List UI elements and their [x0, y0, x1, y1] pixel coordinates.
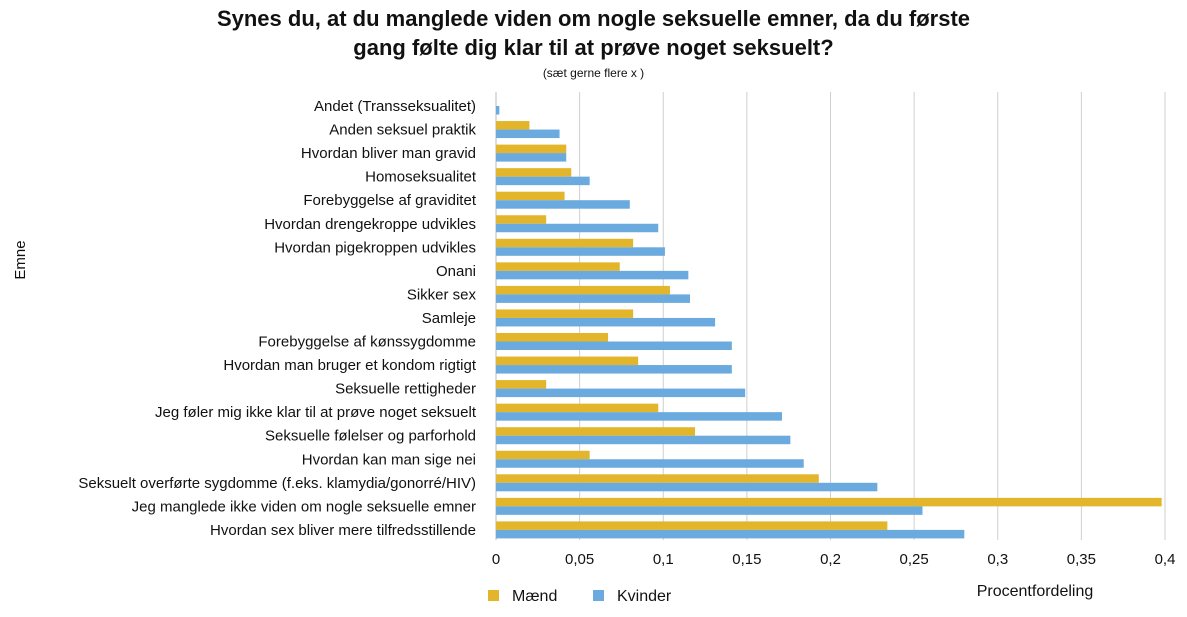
bar-maend [496, 144, 567, 154]
bar-maend [496, 497, 1162, 507]
category-label: Hvordan kan man sige nei [302, 451, 476, 468]
bar-kvinder [496, 153, 567, 162]
category-label: Seksuelt overførte sygdomme (f.eks. klam… [78, 475, 476, 492]
category-label: Hvordan pigekroppen udvikles [274, 239, 476, 256]
bar-maend [496, 191, 565, 201]
bar-maend [496, 474, 819, 483]
x-tick-label: 0,25 [900, 551, 929, 568]
x-tick-label: 0,05 [565, 551, 594, 568]
x-tick-label: 0,4 [1155, 551, 1176, 568]
category-label: Samleje [422, 310, 476, 327]
category-label: Seksuelle følelser og parforhold [265, 428, 476, 445]
bar-kvinder [496, 270, 689, 280]
legend-swatch [593, 590, 604, 601]
bar-kvinder [496, 294, 691, 303]
category-label: Hvordan man bruger et kondom rigtigt [223, 357, 476, 374]
bar-maend [496, 356, 639, 366]
bar-maend [496, 285, 670, 295]
bar-maend [496, 403, 659, 413]
bar-kvinder [496, 482, 878, 492]
category-label: Jeg føler mig ikke klar til at prøve nog… [155, 404, 477, 421]
bar-maend [496, 262, 620, 271]
legend-label: Mænd [512, 588, 557, 605]
category-label: Anden seksuel praktik [329, 122, 476, 139]
category-label: Seksuelle rettigheder [335, 381, 476, 398]
category-labels: Andet (Transseksualitet) Anden seksuel pr… [78, 98, 476, 539]
bar-maend [496, 215, 547, 224]
bar-kvinder [496, 223, 659, 233]
x-tick-labels: 0 0,05 0,1 0,15 0,2 0,25 0,3 0,35 0,4 [492, 551, 1176, 568]
bars [496, 106, 1162, 539]
bar-kvinder [496, 317, 716, 327]
x-axis-label: Procentfordeling [977, 583, 1094, 600]
category-label: Homoseksualitet [365, 169, 477, 186]
category-label: Hvordan drengekroppe udvikles [264, 216, 476, 233]
bar-kvinder [496, 529, 965, 539]
bar-kvinder [496, 176, 590, 186]
bar-kvinder [496, 365, 732, 374]
legend: Mænd Kvinder [488, 588, 672, 605]
bar-kvinder [496, 341, 732, 350]
bar-maend [496, 450, 590, 460]
legend-label: Kvinder [617, 588, 672, 605]
bar-kvinder [496, 459, 804, 468]
chart-title-line-1: Synes du, at du manglede viden om nogle … [216, 6, 971, 31]
bar-kvinder [496, 506, 923, 515]
bar-maend [496, 168, 572, 177]
bar-maend [496, 121, 530, 130]
category-label: Forebyggelse af graviditet [303, 192, 476, 209]
category-label: Hvordan sex bliver mere tilfredsstillend… [210, 522, 476, 539]
bar-kvinder [496, 247, 665, 256]
x-tick-label: 0,1 [653, 551, 674, 568]
y-axis-label: Emne [12, 240, 29, 279]
category-label: Andet (Transseksualitet) [314, 98, 476, 115]
chart-title-line-2: gang følte dig klar til at prøve noget s… [353, 35, 834, 60]
legend-swatch [488, 590, 499, 601]
x-tick-label: 0,2 [820, 551, 841, 568]
bar-maend [496, 333, 609, 342]
x-tick-label: 0 [492, 551, 500, 568]
bar-kvinder [496, 412, 782, 421]
bar-maend [496, 521, 888, 530]
category-label: Onani [436, 263, 476, 280]
bar-kvinder [496, 129, 560, 139]
bar-maend [496, 309, 634, 318]
category-label: Sikker sex [407, 286, 477, 303]
bar-kvinder [496, 200, 630, 209]
bar-kvinder [496, 388, 746, 398]
x-tick-label: 0,3 [987, 551, 1008, 568]
category-label: Jeg manglede ikke viden om nogle seksuel… [132, 498, 476, 515]
bar-maend [496, 427, 696, 436]
chart-subtitle: (sæt gerne flere x ) [542, 66, 645, 80]
bar-maend [496, 238, 634, 248]
bar-kvinder [496, 106, 500, 115]
bar-kvinder [496, 435, 791, 445]
x-tick-label: 0,15 [732, 551, 761, 568]
category-label: Forebyggelse af kønssygdomme [258, 334, 476, 351]
x-tick-label: 0,35 [1067, 551, 1096, 568]
category-label: Hvordan bliver man gravid [301, 145, 476, 162]
bar-maend [496, 380, 547, 389]
